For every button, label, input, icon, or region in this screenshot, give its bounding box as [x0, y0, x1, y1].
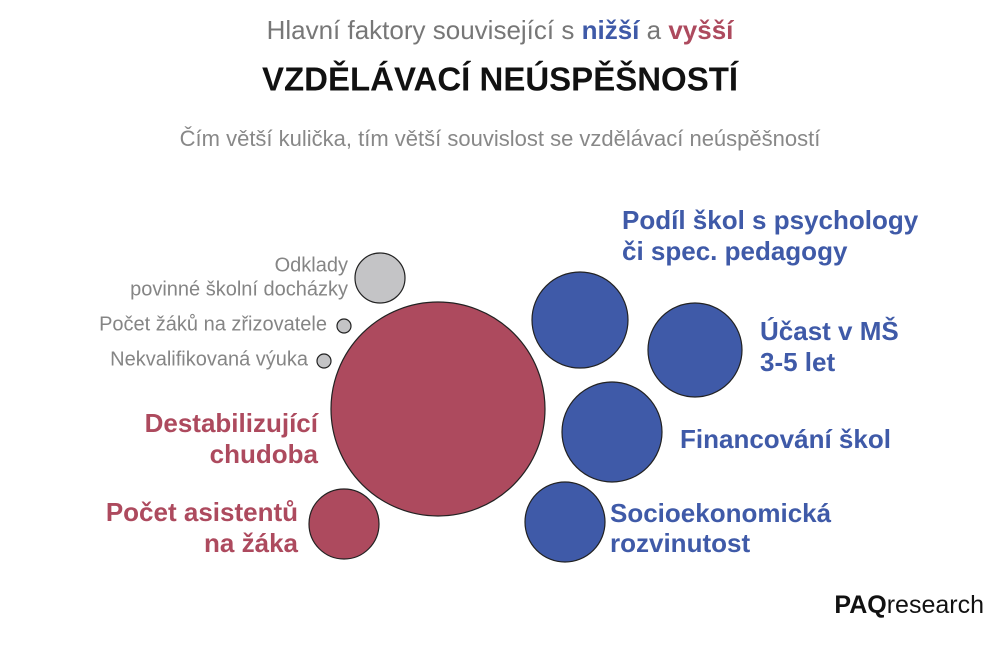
node-label: Destabilizující	[145, 408, 319, 438]
title-main: VZDĚLÁVACÍ NEÚSPĚŠNOSTÍ	[262, 60, 739, 98]
bubble	[316, 353, 332, 369]
node-label: Financování škol	[680, 424, 891, 454]
node-label: Počet žáků na zřizovatele	[99, 313, 327, 335]
node-label: 3-5 let	[760, 347, 835, 377]
bubble	[354, 252, 406, 304]
bubble	[330, 301, 546, 517]
node-label: Podíl škol s psychology	[622, 205, 919, 235]
logo-suffix: research	[887, 591, 984, 619]
node-label: či spec. pedagogy	[622, 236, 848, 266]
title-and: a	[647, 15, 662, 45]
node-label: Účast v MŠ	[760, 316, 899, 346]
node-label: Socioekonomická	[610, 498, 832, 528]
title-line: Hlavní faktory související s nižší a vyš…	[267, 15, 735, 45]
node-label: rozvinutost	[610, 528, 750, 558]
bubble	[561, 381, 663, 483]
title-lower: nižší	[582, 15, 641, 45]
bubble	[647, 302, 743, 398]
title-prefix: Hlavní faktory související s	[267, 15, 575, 45]
bubble	[531, 271, 629, 369]
bubble	[336, 318, 352, 334]
subtitle: Čím větší kulička, tím větší souvislost …	[180, 126, 821, 151]
node-label: Počet asistentů	[106, 497, 298, 527]
node-label: Odklady	[275, 254, 348, 276]
node-label: povinné školní docházky	[130, 278, 348, 300]
bubble	[308, 488, 380, 560]
node-label: na žáka	[204, 528, 298, 558]
node-label: chudoba	[210, 439, 319, 469]
bubble	[524, 481, 606, 563]
logo: PAQresearch	[834, 591, 984, 619]
node-label: Nekvalifikovaná výuka	[110, 348, 309, 370]
logo-brand: PAQ	[834, 591, 886, 619]
title-higher: vyšší	[668, 15, 734, 45]
